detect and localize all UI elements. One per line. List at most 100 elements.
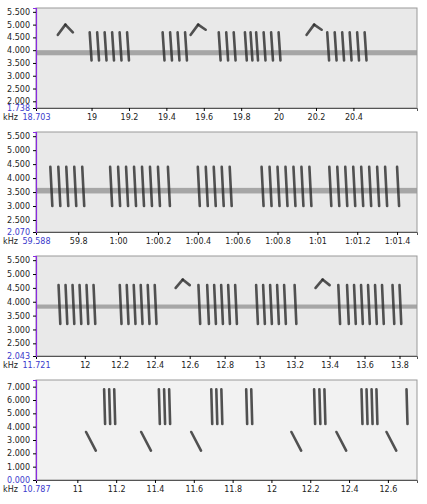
syllable: [155, 285, 157, 324]
x-tick-mark: [158, 232, 159, 235]
y-tick-mark: [33, 12, 36, 13]
plot-frame: [36, 132, 417, 232]
y-tick-mark: [33, 288, 36, 289]
syllable: [163, 32, 165, 60]
plot-frame: [36, 256, 417, 356]
syllable: [256, 285, 258, 324]
x-tick-mark: [198, 232, 199, 235]
y-tick-mark: [33, 136, 36, 137]
y-tick-label: 3.000: [7, 202, 30, 211]
x-tick-label: 11.4: [147, 485, 165, 494]
x-tick-label: 12.6: [181, 361, 199, 370]
syllable: [112, 32, 114, 60]
x-tick-label: 19.4: [158, 113, 176, 122]
y-tick: 3.000: [7, 436, 36, 445]
syllable: [215, 389, 219, 424]
syllable: [361, 285, 363, 324]
syllable: [284, 285, 286, 324]
x-tick-label: 13.6: [356, 361, 374, 370]
marks: [36, 167, 417, 206]
y-tick-mark: [33, 192, 36, 193]
y-axis-title: kHz: [3, 361, 18, 370]
syllable: [198, 25, 205, 30]
y-axis-line: [33, 381, 37, 481]
x-tick-mark: [400, 356, 401, 359]
x-axis-line: [37, 481, 418, 484]
x-tick: 1:00.8: [265, 232, 291, 246]
syllable: [127, 285, 129, 324]
x-tick: 12.8: [216, 356, 234, 370]
syllable: [323, 389, 327, 424]
syllable: [345, 167, 347, 206]
x-tick: 19.8: [233, 108, 251, 122]
y-tick-mark: [33, 440, 36, 441]
syllable: [50, 167, 52, 206]
syllable: [198, 167, 200, 206]
syllable: [141, 432, 151, 451]
y-tick: 4.000: [7, 174, 36, 183]
x-tick-mark: [330, 356, 331, 359]
syllable: [293, 167, 295, 206]
y-tick: 2.500: [7, 216, 36, 225]
marks: [36, 25, 417, 61]
syllable: [214, 285, 216, 324]
syllable: [126, 167, 128, 206]
x-tick-label: 13.4: [321, 361, 339, 370]
y-tick-mark: [33, 302, 36, 303]
y-axis: 2.0432.5003.0003.5004.0004.5005.0005.500: [7, 256, 36, 361]
syllable: [191, 432, 201, 451]
y-tick: 6.000: [7, 396, 36, 405]
x-tick: 1:00: [110, 232, 128, 246]
syllable: [134, 167, 136, 206]
y-axis-line: [33, 133, 37, 233]
x-tick-label: 12.2: [302, 485, 320, 494]
x-tick: 20.2: [308, 108, 326, 122]
y-tick-mark: [33, 232, 36, 233]
x-tick: 1:01: [309, 232, 327, 246]
x-tick-mark: [92, 108, 93, 111]
y-tick-label: 2.500: [7, 216, 30, 225]
x-tick-label: 19.8: [233, 113, 251, 122]
x-tick: 1:01.4: [385, 232, 411, 246]
syllable: [234, 32, 236, 60]
syllable: [385, 167, 387, 206]
y-tick-label: 5.500: [7, 132, 30, 141]
syllable: [369, 167, 371, 206]
syllable: [168, 389, 172, 424]
syllable: [220, 389, 224, 424]
x-tick: 20: [274, 108, 284, 122]
plot-background: [36, 132, 417, 232]
x-tick: 1:00.4: [186, 232, 212, 246]
syllable: [271, 32, 273, 60]
y-tick: 2.070: [7, 228, 36, 237]
syllable: [103, 389, 107, 424]
x-tick-mark: [279, 108, 280, 111]
x-tick-label: 19.2: [121, 113, 139, 122]
y-tick-mark: [33, 150, 36, 151]
panel: 10.7871111.211.411.611.81212.212.412.60.…: [3, 380, 418, 494]
y-tick-mark: [33, 206, 36, 207]
x-tick-label: 1:01.2: [345, 237, 371, 246]
y-tick: 4.500: [7, 160, 36, 169]
y-tick-label: 3.000: [7, 436, 30, 445]
x-tick-mark: [260, 356, 261, 359]
syllable: [307, 25, 314, 35]
x-tick: 12: [267, 480, 277, 494]
syllable: [329, 167, 331, 206]
syllable: [86, 432, 96, 451]
syllable: [158, 167, 160, 206]
x-tick-mark: [225, 356, 226, 359]
x-tick-label: 1:01: [309, 237, 327, 246]
syllable: [87, 285, 89, 324]
syllable: [277, 285, 279, 324]
y-tick-label: 0.000: [7, 476, 30, 485]
y-tick: 5.000: [7, 270, 36, 279]
x-tick-label: 13.2: [286, 361, 304, 370]
x-tick: 19.6: [195, 108, 213, 122]
x-tick: 19.4: [158, 108, 176, 122]
x-axis-line: [37, 233, 418, 236]
syllable: [168, 167, 170, 206]
y-tick-label: 5.000: [7, 21, 30, 30]
y-tick-label: 4.000: [7, 298, 30, 307]
syllable: [263, 285, 265, 324]
